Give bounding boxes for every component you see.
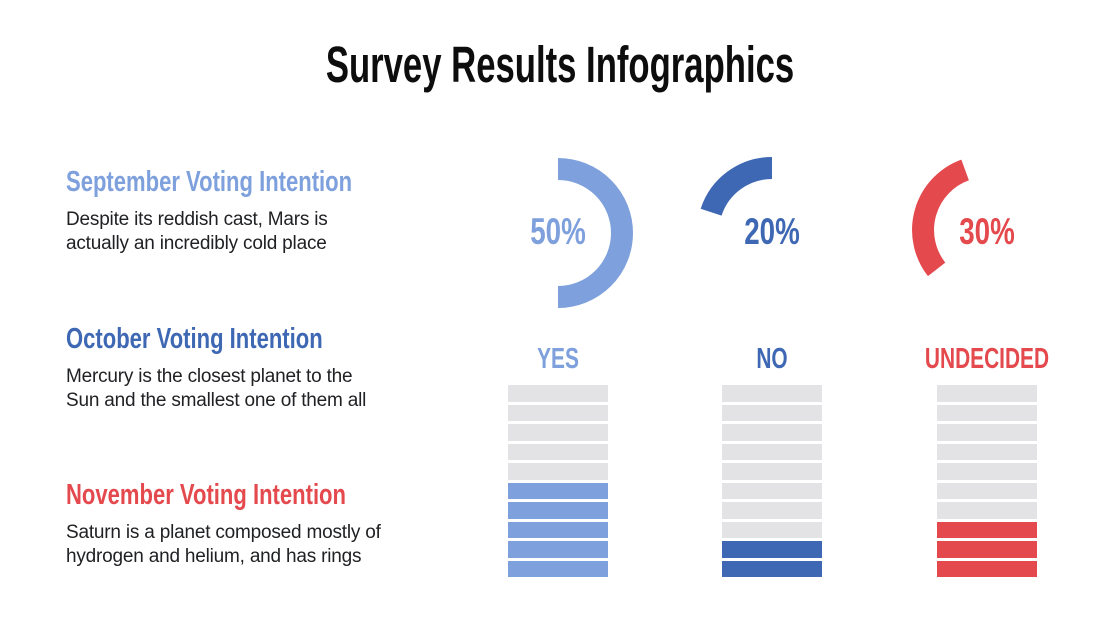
- section-september: September Voting Intention Despite its r…: [66, 166, 466, 256]
- segment-empty: [722, 521, 822, 538]
- segment-filled: [937, 541, 1037, 558]
- section-body-line: actually an incredibly cold place: [66, 233, 327, 254]
- segment-empty: [508, 404, 608, 421]
- bar-segments: [722, 385, 822, 577]
- section-body: Despite its reddish cast, Mars is actual…: [66, 208, 466, 256]
- bar-column-label: UNDECIDED: [924, 343, 1050, 375]
- section-body-line: Saturn is a planet composed mostly of: [66, 522, 381, 543]
- section-body: Saturn is a planet composed mostly of hy…: [66, 521, 466, 569]
- donut-percent-label: 30%: [959, 211, 1015, 252]
- bar-segments: [937, 385, 1037, 577]
- section-november: November Voting Intention Saturn is a pl…: [66, 479, 466, 569]
- segment-empty: [722, 443, 822, 460]
- segment-filled: [508, 482, 608, 499]
- segment-filled: [722, 560, 822, 577]
- segment-empty: [722, 404, 822, 421]
- segment-empty: [722, 482, 822, 499]
- segment-empty: [722, 463, 822, 480]
- segment-empty: [508, 463, 608, 480]
- segment-filled: [508, 560, 608, 577]
- section-body-line: hydrogen and helium, and has rings: [66, 546, 362, 567]
- segment-empty: [508, 424, 608, 441]
- segment-empty: [508, 385, 608, 402]
- section-body: Mercury is the closest planet to the Sun…: [66, 365, 466, 413]
- section-heading: November Voting Intention: [66, 479, 346, 511]
- segment-empty: [937, 463, 1037, 480]
- donut-percent-label: 50%: [530, 211, 586, 252]
- section-heading: September Voting Intention: [66, 166, 353, 198]
- segment-empty: [937, 443, 1037, 460]
- segment-filled: [937, 560, 1037, 577]
- segment-empty: [722, 385, 822, 402]
- segment-empty: [937, 404, 1037, 421]
- section-october: October Voting Intention Mercury is the …: [66, 323, 466, 413]
- segment-empty: [937, 502, 1037, 519]
- donut-percent-label: 20%: [744, 211, 800, 252]
- section-body-line: Despite its reddish cast, Mars is: [66, 209, 328, 230]
- section-body-line: Mercury is the closest planet to the: [66, 366, 353, 387]
- bar-segments: [508, 385, 608, 577]
- segment-empty: [722, 502, 822, 519]
- page-title: Survey Results Infographics: [325, 36, 795, 93]
- segment-empty: [937, 385, 1037, 402]
- segment-filled: [508, 502, 608, 519]
- segment-empty: [722, 424, 822, 441]
- segment-filled: [937, 521, 1037, 538]
- segment-filled: [508, 521, 608, 538]
- bar-column-label: NO: [756, 343, 788, 375]
- section-heading: October Voting Intention: [66, 323, 323, 355]
- donut-arc-no: [700, 157, 773, 217]
- segment-filled: [508, 541, 608, 558]
- bar-column-label: YES: [537, 343, 579, 375]
- segment-empty: [937, 424, 1037, 441]
- segment-empty: [937, 482, 1037, 499]
- section-body-line: Sun and the smallest one of them all: [66, 390, 367, 411]
- segment-empty: [508, 443, 608, 460]
- segment-filled: [722, 541, 822, 558]
